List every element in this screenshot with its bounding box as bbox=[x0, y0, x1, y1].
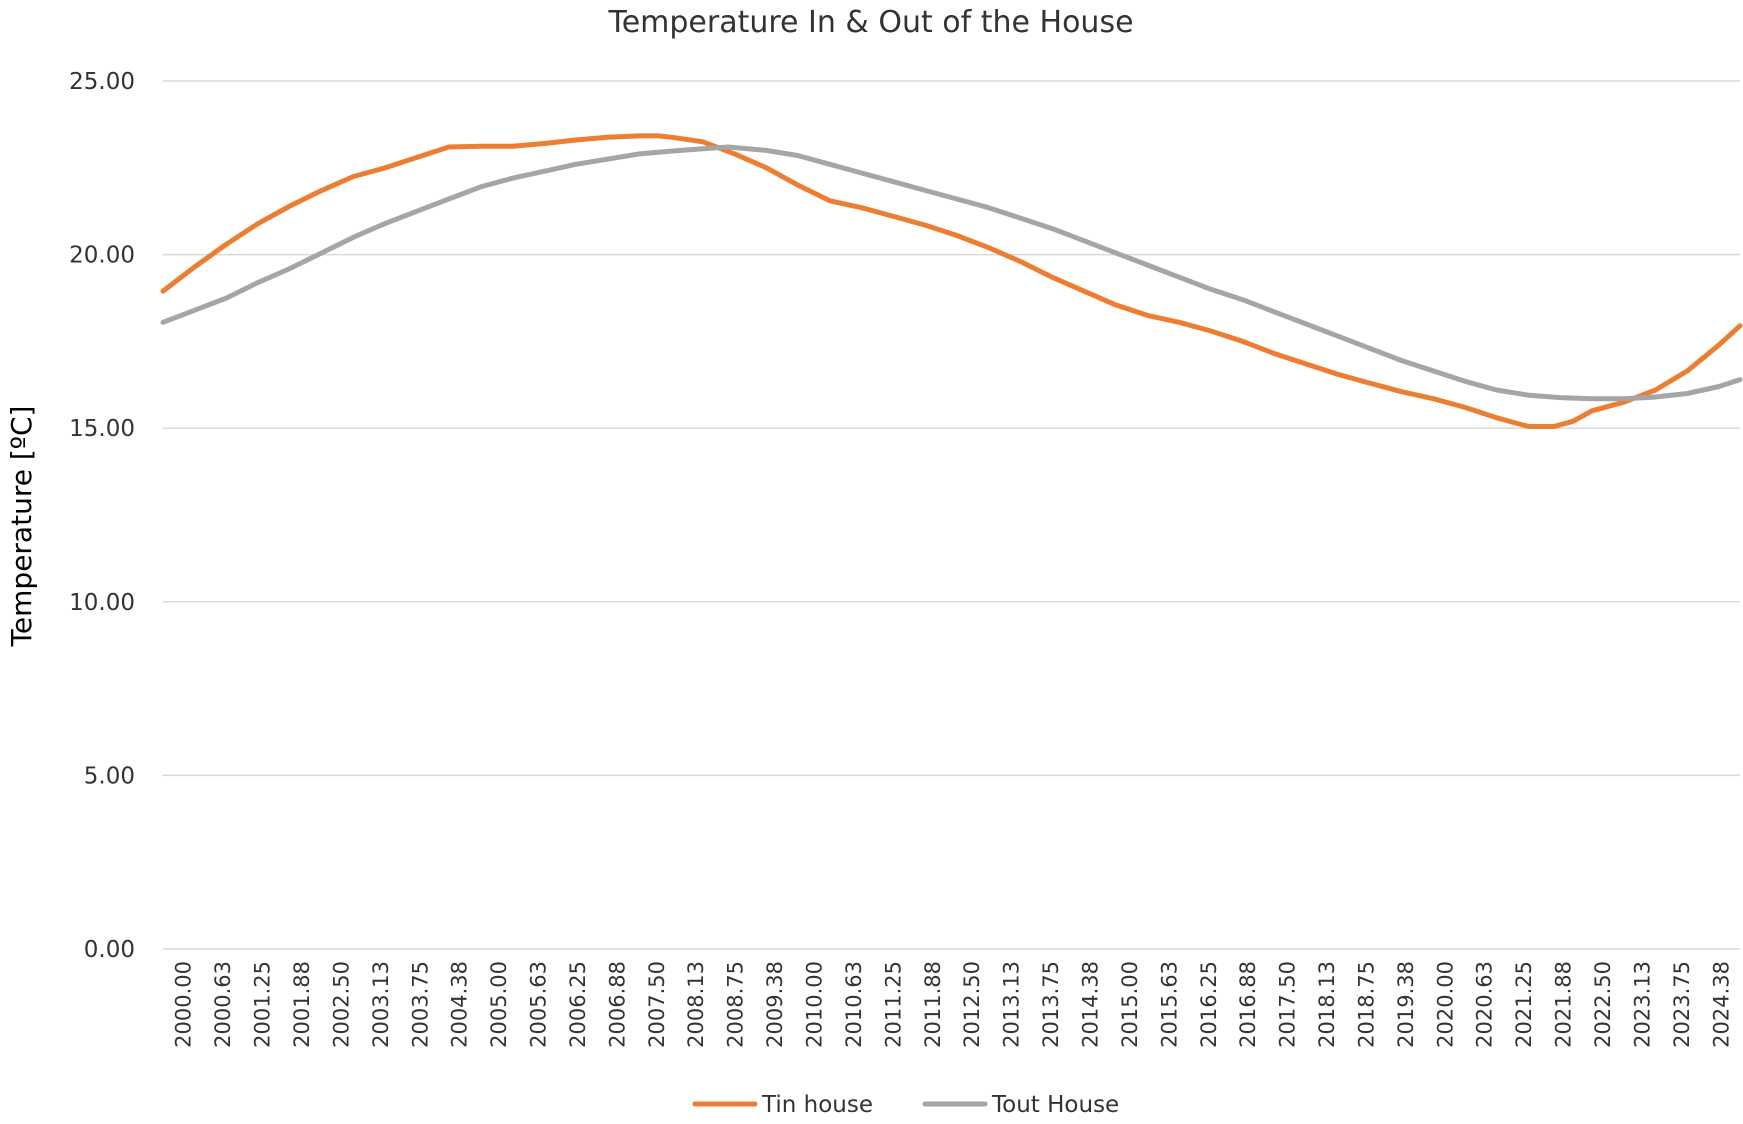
x-tick-label: 2010.63 bbox=[842, 961, 866, 1048]
x-tick-label: 2022.50 bbox=[1591, 961, 1615, 1048]
x-tick-label: 2001.25 bbox=[251, 961, 275, 1048]
x-axis-ticks: 2000.00 2000.63 2001.25 2001.88 2002.50 2003.… bbox=[172, 961, 1734, 1048]
series-line-tout-house bbox=[160, 144, 1743, 402]
x-tick-label: 2002.50 bbox=[329, 961, 353, 1048]
y-axis-ticks: 0.00 5.00 10.00 15.00 20.00 25.00 bbox=[69, 69, 135, 963]
x-tick-label: 2006.88 bbox=[605, 961, 629, 1048]
x-tick-label: 2004.38 bbox=[448, 961, 472, 1048]
x-tick-label: 2023.13 bbox=[1630, 961, 1654, 1048]
x-tick-label: 2021.88 bbox=[1552, 961, 1576, 1048]
y-tick-label: 15.00 bbox=[69, 416, 135, 442]
x-tick-label: 2018.13 bbox=[1315, 961, 1339, 1048]
x-tick-label: 2013.75 bbox=[1039, 961, 1063, 1048]
series-line-tin-house bbox=[160, 133, 1743, 429]
x-tick-label: 2014.38 bbox=[1078, 961, 1102, 1048]
x-tick-label: 2020.00 bbox=[1433, 961, 1457, 1048]
x-tick-label: 2005.00 bbox=[487, 961, 511, 1048]
y-tick-label: 5.00 bbox=[84, 763, 135, 789]
x-tick-label: 2015.63 bbox=[1157, 961, 1181, 1048]
y-tick-label: 25.00 bbox=[69, 69, 135, 95]
x-tick-label: 2012.50 bbox=[960, 961, 984, 1048]
x-tick-label: 2011.88 bbox=[921, 961, 945, 1048]
x-tick-label: 2006.25 bbox=[566, 961, 590, 1048]
y-tick-label: 0.00 bbox=[84, 937, 135, 963]
x-tick-label: 2023.75 bbox=[1670, 961, 1694, 1048]
x-tick-label: 2000.00 bbox=[172, 961, 196, 1048]
legend: Tin house Tout House bbox=[692, 1092, 1119, 1118]
x-tick-label: 2001.88 bbox=[290, 961, 314, 1048]
y-tick-label: 10.00 bbox=[69, 590, 135, 616]
x-tick-label: 2011.25 bbox=[881, 961, 905, 1048]
x-tick-label: 2003.75 bbox=[408, 961, 432, 1048]
x-tick-label: 2008.75 bbox=[724, 961, 748, 1048]
x-tick-label: 2024.38 bbox=[1709, 961, 1733, 1048]
y-tick-label: 20.00 bbox=[69, 243, 135, 269]
series-lines bbox=[160, 133, 1743, 429]
x-tick-label: 2019.38 bbox=[1394, 961, 1418, 1048]
x-tick-label: 2020.63 bbox=[1473, 961, 1497, 1048]
legend-label-tout-house: Tout House bbox=[991, 1092, 1119, 1118]
x-tick-label: 2007.50 bbox=[645, 961, 669, 1048]
x-tick-label: 2015.00 bbox=[1118, 961, 1142, 1048]
x-tick-label: 2008.13 bbox=[684, 961, 708, 1048]
chart-title: Temperature In & Out of the House bbox=[607, 5, 1133, 40]
x-tick-label: 2018.75 bbox=[1354, 961, 1378, 1048]
x-tick-label: 2017.50 bbox=[1276, 961, 1300, 1048]
legend-label-tin-house: Tin house bbox=[761, 1092, 873, 1118]
x-tick-label: 2003.13 bbox=[369, 961, 393, 1048]
x-tick-label: 2016.25 bbox=[1197, 961, 1221, 1048]
x-tick-label: 2009.38 bbox=[763, 961, 787, 1048]
x-tick-label: 2013.13 bbox=[1000, 961, 1024, 1048]
x-tick-label: 2016.88 bbox=[1236, 961, 1260, 1048]
gridlines bbox=[163, 80, 1740, 950]
x-tick-label: 2005.63 bbox=[527, 961, 551, 1048]
y-axis-label: Temperature [ºC] bbox=[5, 406, 38, 648]
x-tick-label: 2000.63 bbox=[211, 961, 235, 1048]
x-tick-label: 2010.00 bbox=[803, 961, 827, 1048]
x-tick-label: 2021.25 bbox=[1512, 961, 1536, 1048]
